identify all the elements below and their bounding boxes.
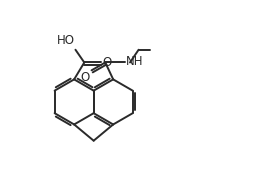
Text: O: O [81, 71, 90, 84]
Text: NH: NH [126, 55, 143, 68]
Text: HO: HO [56, 34, 74, 47]
Text: O: O [102, 56, 112, 69]
